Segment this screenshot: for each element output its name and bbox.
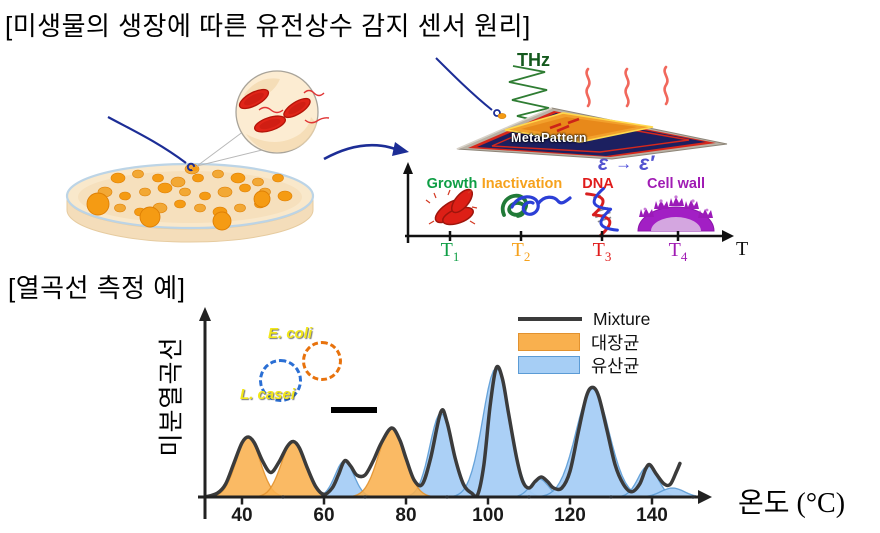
x-tick-label: 100 — [472, 505, 504, 526]
x-minor-tick — [609, 495, 613, 499]
x-tick-label: 60 — [313, 505, 334, 526]
colony-dot-large — [253, 190, 271, 208]
time-axis — [405, 172, 724, 243]
x-minor-tick — [281, 495, 285, 499]
stage-label-growth: Growth — [426, 176, 478, 192]
legend-item-mixture: Mixture — [518, 309, 650, 329]
ecoli-circle — [302, 341, 342, 381]
colony-dot-large — [139, 206, 161, 228]
colony-dot — [110, 172, 126, 184]
t1-tick-label: T1 — [440, 239, 460, 264]
colony-dot — [139, 187, 151, 197]
flagella-icon — [258, 89, 330, 124]
heat-waves-icon — [585, 65, 669, 108]
x-tick-label: 120 — [554, 505, 586, 526]
dna-helix-icon — [585, 186, 619, 238]
legend-line-swatch — [518, 317, 582, 321]
legend-item-lcasei: 유산균 — [518, 355, 650, 376]
colony-dot-large — [212, 211, 232, 231]
denatured-protein-icon — [500, 193, 572, 218]
colony-dot — [152, 173, 164, 183]
metapattern-label: MetaPattern — [511, 131, 587, 145]
magnifier-blob — [246, 117, 317, 153]
x-minor-tick — [445, 495, 449, 499]
epsilon-arrow-icon: → — [615, 154, 633, 173]
colony-dot-large — [86, 192, 110, 216]
x-minor-tick — [527, 495, 531, 499]
colony-dot — [239, 183, 251, 193]
legend-label: 대장균 — [591, 332, 640, 353]
bacteria-cluster-icon — [425, 188, 478, 226]
stage-label-cell-wall: Cell wall — [646, 176, 706, 192]
x-minor-tick — [363, 495, 367, 499]
legend-item-ecoli: 대장균 — [518, 332, 650, 353]
mixture-curve — [203, 364, 682, 499]
colony-dot — [192, 173, 204, 183]
time-axis-right-arrow — [722, 230, 734, 242]
ecoli-label: E. coli — [268, 325, 313, 342]
time-axis-end-label: T — [736, 238, 749, 260]
petri-dish-illustration — [65, 70, 409, 243]
sensor-chip-icon — [456, 107, 728, 160]
colony-dot — [157, 182, 173, 194]
x-tick-label: 80 — [395, 505, 416, 526]
transfer-arrow-icon — [323, 142, 409, 161]
stage-label-inactivation: Inactivation — [481, 176, 563, 192]
needle-icon — [435, 57, 507, 119]
inset-photo: E. coli L. casei — [228, 324, 382, 419]
page-title: [미생물의 생장에 따른 유전상수 감지 센서 원리] — [5, 11, 531, 41]
chart-legend: Mixture 대장균 유산균 — [518, 309, 650, 376]
legend-area-swatch-blue — [518, 356, 580, 374]
thermogram-chart: 40 60 80 100 120 140 — [198, 307, 712, 526]
lcasei-circle — [259, 359, 302, 402]
thz-label: THz — [517, 50, 550, 70]
series-peak-유산균 — [532, 387, 653, 497]
epsilon-after: ε′ — [639, 152, 655, 175]
cell-wall-icon — [637, 195, 715, 232]
bacteria-colonies — [86, 163, 293, 231]
x-minor-tick — [691, 495, 695, 499]
colony-dot — [174, 199, 186, 209]
t3-tick-label: T3 — [592, 239, 612, 264]
colony-dot — [119, 191, 131, 201]
colony-dot — [272, 173, 284, 183]
t4-tick-label: T4 — [668, 239, 688, 264]
y-axis-arrow — [199, 307, 211, 321]
magnified-bacteria-icon — [238, 88, 330, 133]
epsilon-before: ε — [598, 152, 609, 175]
colony-dot — [252, 177, 264, 187]
colony-dot — [199, 191, 211, 201]
x-ticks: 40 60 80 100 120 140 — [231, 495, 695, 526]
meta-pattern-icon — [549, 117, 580, 133]
colony-dot — [212, 169, 224, 179]
colony-dot — [234, 203, 246, 213]
y-axis-label: 미분열곡선 — [157, 336, 186, 457]
x-axis-label: 온도 (°C) — [738, 488, 846, 519]
colony-dot — [277, 190, 293, 202]
x-axis-arrow — [698, 490, 712, 504]
scale-bar — [331, 407, 377, 413]
lcasei-label: L. casei — [240, 386, 296, 403]
magnifier-cone-lines — [196, 130, 263, 167]
t2-tick-label: T2 — [511, 239, 531, 264]
inoculation-loop-icon — [107, 116, 199, 172]
x-tick-label: 140 — [636, 505, 668, 526]
colony-dot — [217, 186, 233, 198]
time-axis-up-arrow — [403, 162, 413, 174]
legend-label: 유산균 — [591, 355, 640, 376]
x-tick-label: 40 — [231, 505, 252, 526]
colony-dot — [194, 203, 206, 213]
colony-dot — [179, 187, 191, 197]
stage-label-dna: DNA — [582, 176, 614, 192]
colony-dot — [132, 169, 144, 179]
section-title: [열곡선 측정 예] — [8, 273, 186, 303]
epsilon-change-label: ε → ε′ — [598, 152, 654, 176]
colony-dot — [114, 203, 126, 213]
colony-dot — [230, 172, 246, 184]
legend-label: Mixture — [593, 308, 651, 329]
colony-dot — [170, 176, 186, 188]
sensor-principle-illustration — [403, 57, 734, 243]
legend-area-swatch-orange — [518, 333, 580, 351]
